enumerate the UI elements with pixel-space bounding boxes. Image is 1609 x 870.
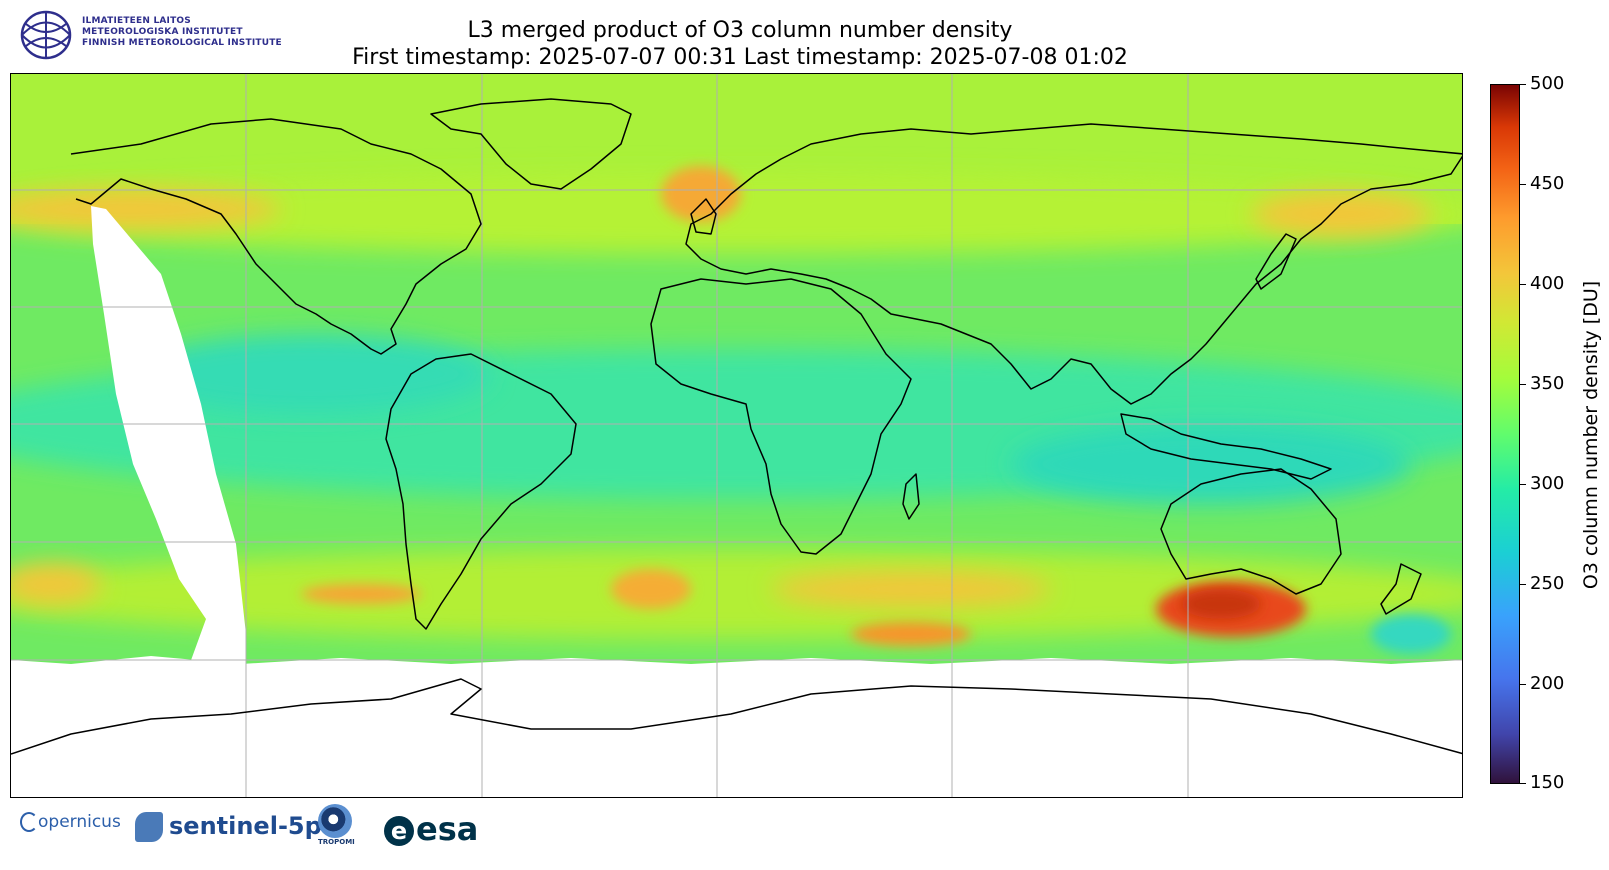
fmi-logo <box>18 10 78 62</box>
coastline-uk <box>690 198 717 235</box>
map-canvas <box>11 74 1462 797</box>
coastlines <box>11 98 1462 755</box>
fmi-name-sv: METEOROLOGISKA INSTITUTET <box>82 27 243 37</box>
sentinel-text: sentinel-5p <box>169 812 322 840</box>
copernicus-text: opernicus <box>38 812 121 832</box>
sentinel-satellite-icon <box>135 812 163 842</box>
colorbar-tick <box>1520 584 1526 585</box>
colorbar-tick-label: 200 <box>1530 673 1565 694</box>
fmi-name: ILMATIETEEN LAITOS METEOROLOGISKA INSTIT… <box>82 16 282 49</box>
colorbar-tick-label: 300 <box>1530 473 1565 494</box>
esa-logo: e esa <box>384 810 478 848</box>
copernicus-logo: opernicus <box>20 812 121 832</box>
fmi-name-en: FINNISH METEOROLOGICAL INSTITUTE <box>82 38 282 48</box>
coastline-japan <box>1255 233 1297 290</box>
fmi-name-fi: ILMATIETEEN LAITOS <box>82 16 191 26</box>
high-north-atlantic <box>661 166 741 222</box>
coastline-greenland <box>430 98 632 190</box>
coastline-europe-asia <box>685 123 1462 405</box>
field-south-band <box>11 549 1462 639</box>
tropomi-text: TROPOMI <box>318 838 355 846</box>
fmi-globe-icon <box>20 10 72 60</box>
copernicus-c-icon <box>20 812 38 832</box>
tropomi-eye-icon <box>318 804 352 838</box>
colorbar-tick-label: 150 <box>1530 772 1565 793</box>
high-north-pacific <box>11 189 281 229</box>
coastline-southeast-asia <box>1120 413 1332 480</box>
colorbar-tick <box>1520 184 1526 185</box>
coastline-north-america <box>70 118 482 355</box>
colorbar-tick <box>1520 783 1526 784</box>
colorbar-tick <box>1520 84 1526 85</box>
coastline-madagascar <box>902 473 920 520</box>
coastline-new-zealand <box>1380 563 1422 615</box>
coastline-africa <box>650 278 912 555</box>
esa-e-icon: e <box>384 816 414 846</box>
colorbar-tick-label: 400 <box>1530 273 1565 294</box>
coastline-antarctica <box>11 678 1462 755</box>
map-title: L3 merged product of O3 column number de… <box>467 18 1013 43</box>
sentinel-logo: sentinel-5p <box>135 812 322 842</box>
colorbar-tick <box>1520 284 1526 285</box>
colorbar-tick-label: 350 <box>1530 373 1565 394</box>
tropomi-logo: TROPOMI <box>318 804 355 846</box>
colorbar-title: O3 column number density [DU] <box>1580 280 1602 590</box>
coastline-south-america <box>385 353 577 630</box>
colorbar-tick-label: 250 <box>1530 573 1565 594</box>
coastline-australia <box>1160 468 1342 595</box>
no-data-swath-gap <box>91 206 246 674</box>
map-subtitle: First timestamp: 2025-07-07 00:31 Last t… <box>352 45 1128 70</box>
no-data-antarctica <box>11 656 1462 797</box>
colorbar-tick-label: 450 <box>1530 173 1565 194</box>
colorbar-tick <box>1520 684 1526 685</box>
esa-text: esa <box>416 810 479 848</box>
ozone-map <box>10 73 1463 798</box>
gridlines <box>11 74 1462 797</box>
colorbar <box>1490 84 1520 784</box>
colorbar-tick <box>1520 484 1526 485</box>
colorbar-tick <box>1520 384 1526 385</box>
colorbar-tick-label: 500 <box>1530 73 1565 94</box>
partner-logos: opernicus sentinel-5p TROPOMI e esa <box>20 804 500 862</box>
